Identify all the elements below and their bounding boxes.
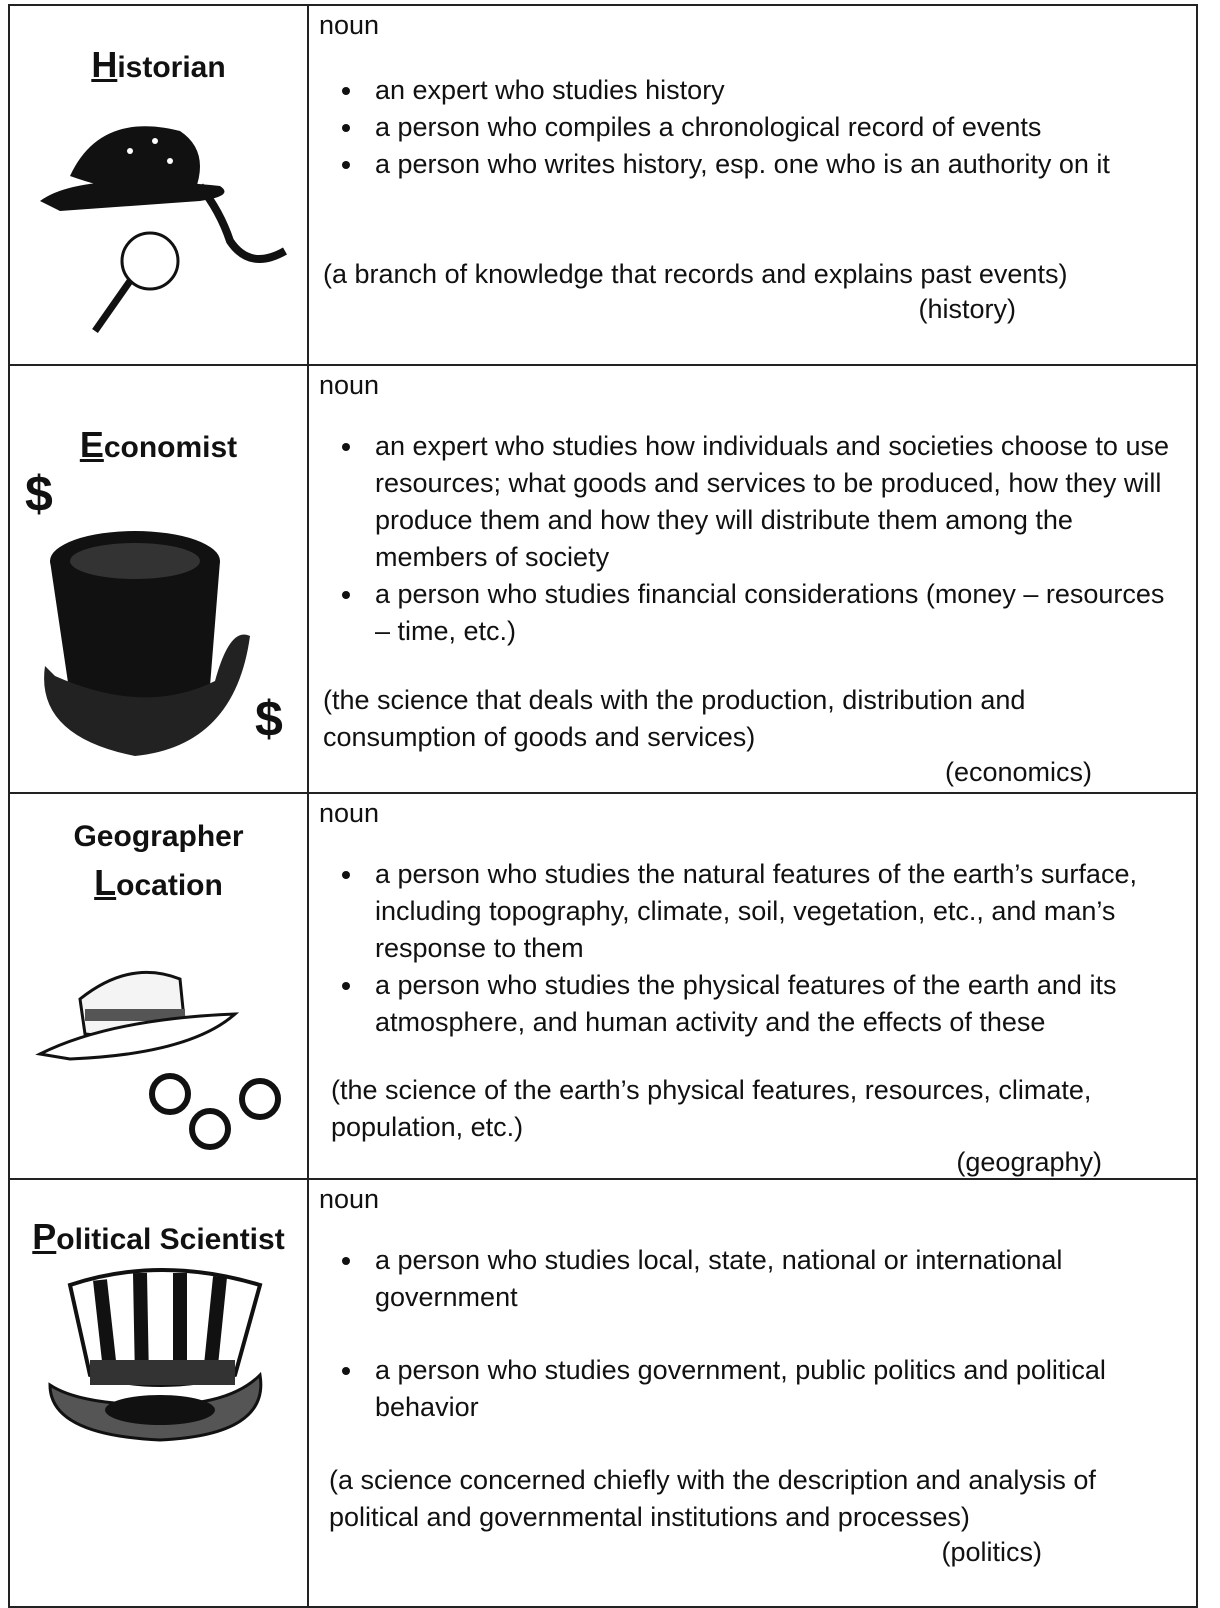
top-hat-icon: $ $: [25, 466, 283, 756]
word: (history): [918, 294, 1016, 324]
part-of-speech: noun: [319, 798, 380, 828]
sense-list: a person who studies the natural feature…: [319, 856, 1186, 1041]
sense-list: an expert who studies how individuals an…: [319, 428, 1186, 650]
sense: a person who studies government, public …: [365, 1352, 1186, 1426]
sense: a person who writes history, esp. one wh…: [365, 146, 1186, 183]
definition-block: (a branch of knowledge that records and …: [323, 256, 1182, 325]
definition: (a branch of knowledge that records and …: [323, 259, 1068, 289]
svg-text:$: $: [255, 691, 283, 747]
icon-cell: Economist $ $: [10, 366, 309, 792]
entry-row: Geographer Location noun a person who st…: [8, 792, 1198, 1180]
word: (politics): [941, 1537, 1042, 1567]
definition-block: (a science concerned chiefly with the de…: [329, 1462, 1182, 1568]
word: (geography): [956, 1147, 1102, 1177]
term: Geographer: [73, 820, 244, 853]
definition-cell: noun a person who studies local, state, …: [309, 1180, 1196, 1606]
uncle-sam-hat-icon: [48, 1268, 263, 1442]
sense: a person who studies the physical featur…: [365, 967, 1186, 1041]
icon-cell: Political Scientist: [10, 1180, 309, 1606]
part-of-speech: noun: [319, 370, 380, 400]
entry-row: Political Scientist noun a person who st…: [8, 1178, 1198, 1608]
sense: a person who compiles a chronological re…: [365, 109, 1186, 146]
definition: (the science of the earth’s physical fea…: [331, 1075, 1092, 1142]
icon-cell: Geographer Location: [10, 794, 309, 1178]
word: (economics): [944, 757, 1092, 787]
entry-row: Historian noun an expert who studies his…: [8, 4, 1198, 366]
part-of-speech: noun: [319, 1184, 380, 1214]
sense: an expert who studies how individuals an…: [365, 428, 1186, 576]
icon-cell: Historian: [10, 6, 309, 364]
term: Economist: [79, 424, 238, 465]
sense: a person who studies the natural feature…: [365, 856, 1186, 967]
sense: a person who studies local, state, natio…: [365, 1242, 1186, 1316]
definition: (a science concerned chiefly with the de…: [329, 1465, 1096, 1532]
definition-block: (the science of the earth’s physical fea…: [331, 1072, 1182, 1178]
term-subtitle: Location: [94, 862, 223, 903]
definition-block: (the science that deals with the product…: [323, 682, 1182, 788]
sense-list: a person who studies local, state, natio…: [319, 1242, 1186, 1426]
detective-icon: [40, 126, 287, 334]
safari-hat-icon: [35, 970, 281, 1150]
svg-text:$: $: [25, 466, 53, 522]
term: Historian: [91, 44, 226, 85]
term: Political Scientist: [32, 1216, 285, 1257]
definition-cell: noun an expert who studies history a per…: [309, 6, 1196, 364]
definition: (the science that deals with the product…: [323, 685, 1026, 752]
part-of-speech: noun: [319, 10, 380, 40]
sense: a person who studies financial considera…: [365, 576, 1186, 650]
definition-cell: noun an expert who studies how individua…: [309, 366, 1196, 792]
definition-cell: noun a person who studies the natural fe…: [309, 794, 1196, 1178]
entry-row: Economist $ $ noun an expert who studies…: [8, 364, 1198, 794]
sense: an expert who studies history: [365, 72, 1186, 109]
sense-list: an expert who studies history a person w…: [319, 72, 1186, 183]
